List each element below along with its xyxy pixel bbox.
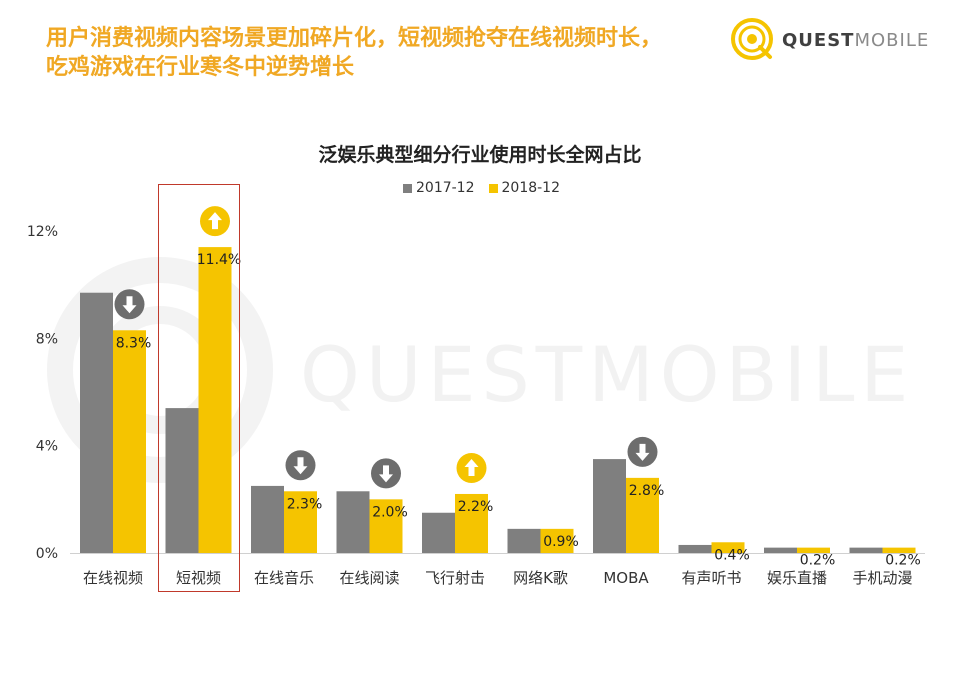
bar-2018-12: [626, 477, 659, 553]
bar-2018-12: [113, 330, 146, 553]
x-category-label: MOBA: [603, 569, 649, 587]
x-category-label: 有声听书: [681, 569, 741, 587]
legend-label-2017: 2017-12: [416, 180, 475, 196]
x-category-label: 飞行射击: [425, 569, 485, 587]
legend-swatch-2018: [488, 183, 498, 193]
x-category-label: 娱乐直播: [767, 569, 827, 587]
watermark: QUESTMOBILE: [300, 330, 915, 419]
bar-2017-12: [80, 292, 113, 553]
legend-item-2018: 2018-12: [488, 180, 561, 196]
bar-2018-12: [540, 528, 574, 553]
data-label: 2.3%: [287, 496, 323, 512]
legend-item-2017: 2017-12: [403, 180, 475, 196]
data-label: 2.8%: [629, 483, 665, 499]
logo-ring-icon: [731, 18, 773, 60]
bar-2018-12: [369, 499, 403, 553]
bar-2017-12: [764, 547, 797, 553]
y-tick-label: 4%: [36, 439, 58, 455]
chart-title: 泛娱乐典型细分行业使用时长全网占比: [318, 144, 642, 166]
bar-2018-12: [198, 247, 232, 553]
legend-label-2018: 2018-12: [501, 180, 561, 196]
bar-2017-12: [251, 485, 284, 553]
short-video-highlight-box: [158, 184, 240, 592]
data-label: 0.9%: [543, 534, 579, 550]
logo-text-mobile: MOBILE: [854, 30, 930, 51]
logo-text: QUESTMOBILE: [782, 30, 929, 51]
arrow-down-glyph: [122, 296, 137, 314]
x-category-label: 短视频: [176, 569, 221, 587]
data-label: 0.2%: [885, 553, 921, 569]
x-category-label: 在线视频: [83, 569, 143, 587]
bar-2018-12: [797, 547, 830, 553]
x-category-label: 在线音乐: [254, 569, 314, 587]
x-category-label: 手机动漫: [852, 569, 912, 587]
arrow-down-glyph: [635, 443, 650, 461]
data-label: 2.0%: [372, 504, 408, 520]
y-tick-label: 0%: [36, 546, 58, 562]
bar-2017-12: [165, 408, 199, 553]
bar-2017-12: [678, 544, 712, 553]
bar-2017-12: [422, 512, 455, 553]
headline: 用户消费视频内容场景更加碎片化，短视频抢夺在线视频时长， 吃鸡游戏在行业寒冬中逆…: [46, 24, 726, 82]
arrow-up-glyph: [208, 212, 222, 230]
arrow-up-glyph: [464, 458, 479, 476]
logo-text-quest: QUEST: [782, 30, 855, 51]
data-label: 2.2%: [458, 499, 494, 515]
y-tick-label: 12%: [27, 224, 58, 240]
bar-2018-12: [284, 491, 317, 553]
data-label: 0.2%: [800, 553, 836, 569]
data-label: 0.4%: [714, 547, 750, 563]
bar-2017-12: [507, 528, 541, 553]
bar-2017-12: [593, 459, 626, 553]
legend-swatch-2017: [403, 183, 412, 193]
bar-2017-12: [849, 547, 883, 553]
headline-line-1: 用户消费视频内容场景更加碎片化，短视频抢夺在线视频时长，: [46, 26, 663, 51]
x-category-label: 网络K歌: [513, 569, 568, 587]
headline-line-2: 吃鸡游戏在行业寒冬中逆势增长: [46, 55, 355, 80]
questmobile-logo: QUESTMOBILE: [728, 14, 938, 64]
bar-2018-12: [711, 542, 745, 553]
y-tick-label: 8%: [36, 331, 58, 347]
x-category-label: 在线阅读: [339, 569, 399, 587]
data-label: 11.4%: [197, 252, 241, 268]
bar-2018-12: [455, 493, 488, 553]
chart-legend: 2017-12 2018-12: [403, 180, 560, 196]
data-label: 8.3%: [116, 335, 152, 351]
bar-2018-12: [882, 547, 916, 553]
arrow-down-glyph: [293, 457, 308, 475]
bar-2017-12: [336, 491, 370, 553]
arrow-down-glyph: [379, 465, 393, 483]
